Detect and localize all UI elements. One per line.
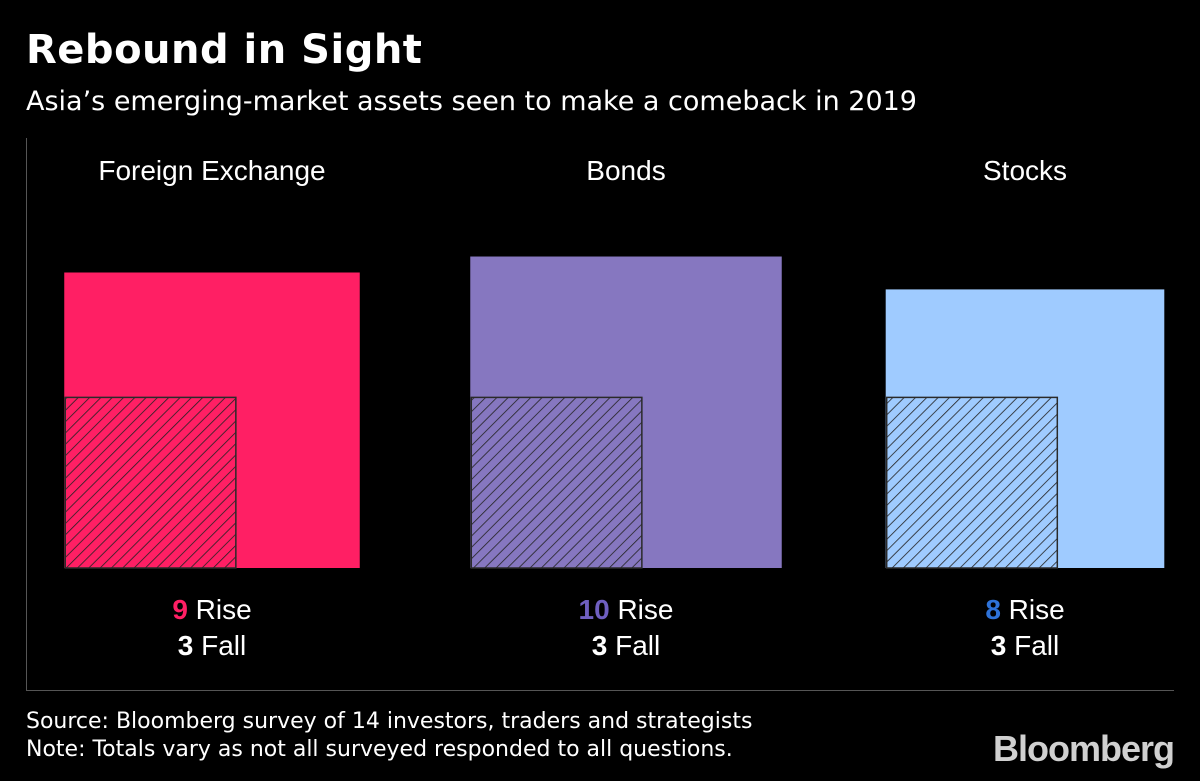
rise-label-stocks: 8 Rise	[985, 594, 1064, 625]
rise-word: Rise	[610, 594, 674, 625]
category-label-foreign-exchange: Foreign Exchange	[98, 155, 325, 186]
rise-label-bonds: 10 Rise	[579, 594, 674, 625]
fall-label-bonds: 3 Fall	[592, 630, 660, 661]
chart-subtitle: Asia’s emerging-market assets seen to ma…	[26, 86, 917, 117]
plot-frame	[26, 138, 1174, 691]
fall-count: 3	[592, 630, 608, 661]
rise-word: Rise	[188, 594, 252, 625]
fall-word: Fall	[1006, 630, 1059, 661]
fall-count: 3	[991, 630, 1007, 661]
rise-count: 9	[172, 594, 188, 625]
rise-word: Rise	[1001, 594, 1065, 625]
rise-count: 8	[985, 594, 1001, 625]
fall-square-foreign-exchange	[64, 396, 237, 569]
survey-note: Note: Totals vary as not all surveyed re…	[26, 737, 733, 762]
rise-count: 10	[579, 594, 610, 625]
fall-square-stocks	[885, 396, 1059, 569]
footer: Source: Bloomberg survey of 14 investors…	[26, 708, 752, 764]
fall-square-bonds	[470, 396, 643, 569]
fall-label-foreign-exchange: 3 Fall	[178, 630, 246, 661]
fall-word: Fall	[193, 630, 246, 661]
bloomberg-logo: Bloomberg	[992, 728, 1175, 769]
fall-label-stocks: 3 Fall	[991, 630, 1059, 661]
fall-word: Fall	[607, 630, 660, 661]
chart-title: Rebound in Sight	[26, 27, 423, 73]
source-note: Source: Bloomberg survey of 14 investors…	[26, 709, 753, 734]
rise-label-foreign-exchange: 9 Rise	[172, 594, 251, 625]
fall-count: 3	[178, 630, 194, 661]
category-label-bonds: Bonds	[586, 155, 665, 186]
category-label-stocks: Stocks	[983, 155, 1067, 186]
